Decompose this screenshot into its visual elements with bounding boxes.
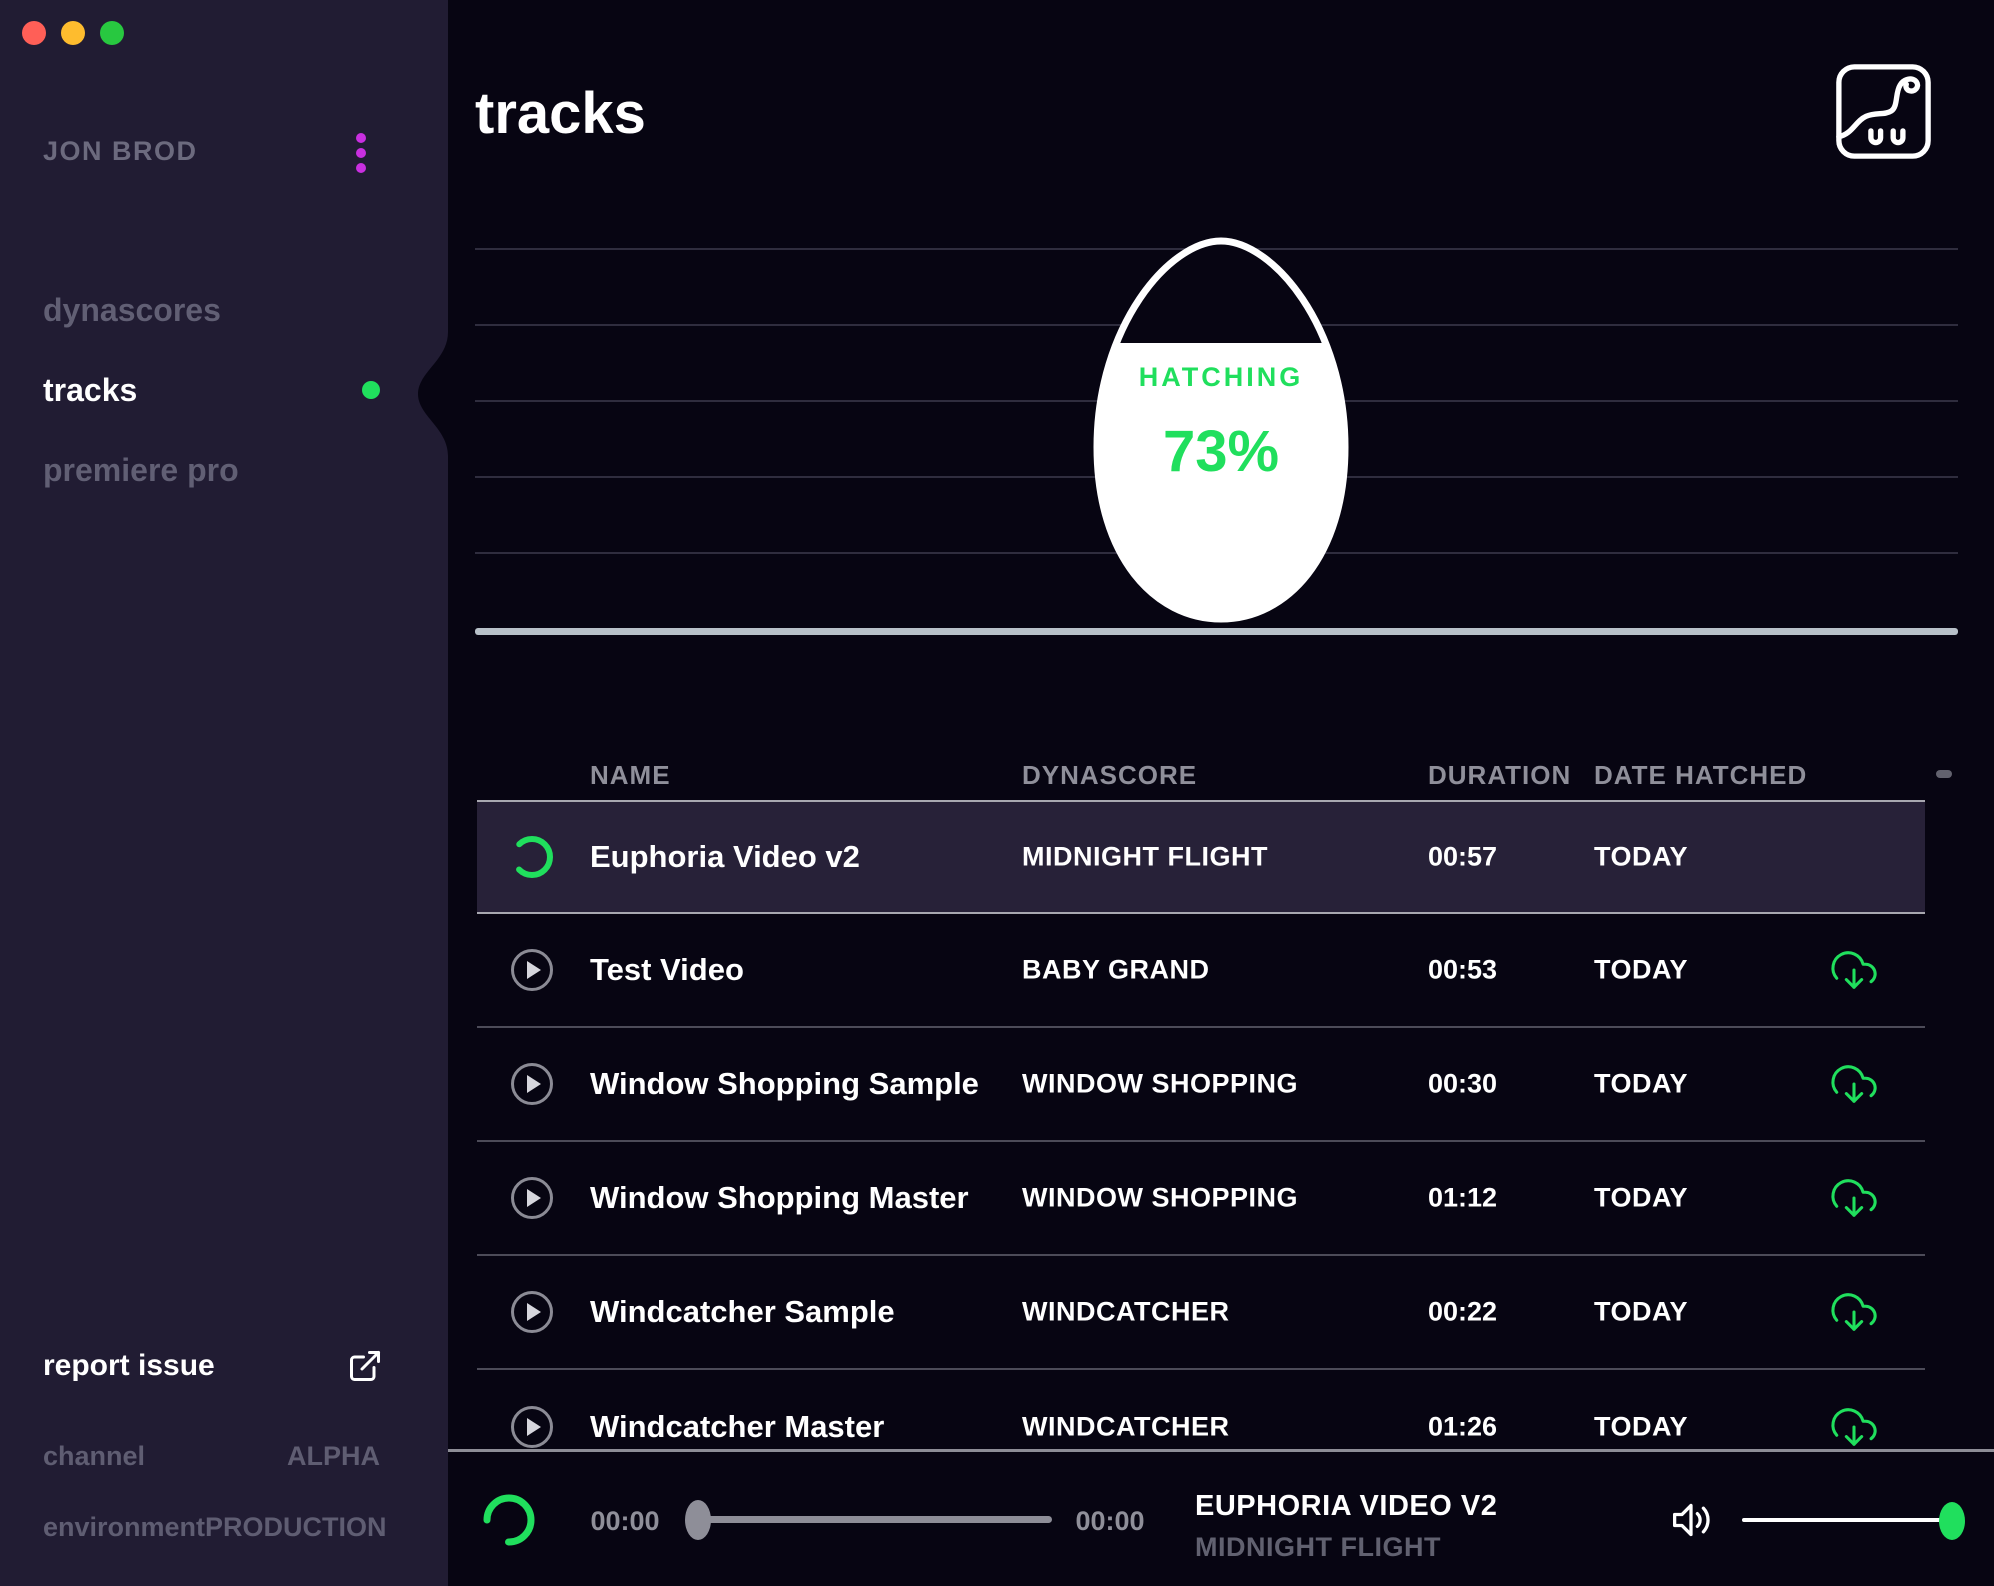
external-link-icon xyxy=(350,1351,380,1381)
track-duration: 00:30 xyxy=(1428,1068,1498,1099)
download-cloud-icon[interactable] xyxy=(1830,947,1878,993)
environment-row: environment PRODUCTION xyxy=(43,1509,387,1545)
dinosaur-logo-button[interactable] xyxy=(1835,63,1932,160)
close-window-button[interactable] xyxy=(22,21,46,45)
track-name: Windcatcher Master xyxy=(590,1409,885,1444)
play-icon[interactable] xyxy=(509,947,555,993)
table-row[interactable]: Window Shopping Master WINDOW SHOPPING 0… xyxy=(477,1142,1925,1256)
minimize-window-button[interactable] xyxy=(61,21,85,45)
zoom-window-button[interactable] xyxy=(100,21,124,45)
spinner-icon xyxy=(511,836,553,878)
track-name: Window Shopping Master xyxy=(590,1180,969,1215)
download-cloud-icon[interactable] xyxy=(1830,1404,1878,1449)
user-name: JON BROD xyxy=(43,136,198,166)
download-cloud-icon[interactable] xyxy=(1830,1289,1878,1335)
track-dynascore: WINDCATCHER xyxy=(1022,1296,1230,1327)
kebab-menu-icon[interactable] xyxy=(349,131,373,175)
sidebar-item-dynascores[interactable]: dynascores xyxy=(0,270,448,350)
column-header-name: NAME xyxy=(590,760,671,790)
download-cloud-icon[interactable] xyxy=(1830,1175,1878,1221)
sidebar-nav: dynascores tracks premiere pro xyxy=(0,270,448,510)
hatching-egg-icon xyxy=(1093,237,1349,623)
window-controls xyxy=(22,21,124,45)
play-icon[interactable] xyxy=(509,1404,555,1449)
total-time: 00:00 xyxy=(1075,1506,1145,1536)
track-duration: 00:53 xyxy=(1428,954,1498,985)
main-content: tracks HATCHING 73% xyxy=(448,0,1994,1586)
track-name: Test Video xyxy=(590,952,744,987)
progress-track[interactable] xyxy=(703,1516,1052,1523)
track-duration: 01:26 xyxy=(1428,1411,1498,1442)
nav-label-tracks: tracks xyxy=(43,371,138,408)
track-dynascore: WINDOW SHOPPING xyxy=(1022,1182,1298,1213)
table-header: NAME DYNASCORE DURATION DATE HATCHED xyxy=(448,752,1994,800)
speaker-icon[interactable] xyxy=(1669,1500,1713,1540)
sidebar-item-tracks[interactable]: tracks xyxy=(0,350,448,430)
hatching-percent: 73% xyxy=(1162,419,1280,484)
user-account-row: JON BROD xyxy=(43,133,373,173)
report-issue-button[interactable]: report issue xyxy=(43,1344,383,1388)
column-header-date-hatched: DATE HATCHED xyxy=(1594,760,1808,790)
report-issue-label: report issue xyxy=(43,1349,215,1382)
download-cloud-icon[interactable] xyxy=(1830,1061,1878,1107)
active-nav-dot-icon xyxy=(362,381,380,399)
track-date-hatched: TODAY xyxy=(1594,841,1689,872)
page-title: tracks xyxy=(475,81,646,146)
play-icon[interactable] xyxy=(509,1289,555,1335)
track-duration: 01:12 xyxy=(1428,1182,1498,1213)
active-item-notch xyxy=(418,332,448,456)
track-dynascore: BABY GRAND xyxy=(1022,954,1210,985)
environment-value: PRODUCTION xyxy=(205,1511,387,1542)
elapsed-time: 00:00 xyxy=(590,1506,660,1536)
section-divider xyxy=(475,628,1958,635)
table-row[interactable]: Windcatcher Master WINDCATCHER 01:26 TOD… xyxy=(477,1370,1925,1449)
channel-value: ALPHA xyxy=(287,1440,380,1471)
sidebar-item-premiere-pro[interactable]: premiere pro xyxy=(0,430,448,510)
column-header-dynascore: DYNASCORE xyxy=(1022,760,1198,790)
play-icon[interactable] xyxy=(509,1061,555,1107)
spinner-icon xyxy=(483,1494,535,1546)
track-dynascore: WINDCATCHER xyxy=(1022,1411,1230,1442)
now-playing-subtitle: MIDNIGHT FLIGHT xyxy=(1195,1532,1441,1562)
sidebar: JON BROD dynascores tracks premiere pro … xyxy=(0,0,448,1586)
play-icon[interactable] xyxy=(509,1175,555,1221)
channel-row: channel ALPHA xyxy=(43,1438,380,1474)
volume-handle[interactable] xyxy=(1939,1502,1965,1540)
track-dynascore: WINDOW SHOPPING xyxy=(1022,1068,1298,1099)
nav-label-dynascores: dynascores xyxy=(43,291,221,328)
track-date-hatched: TODAY xyxy=(1594,954,1689,985)
column-options-dash-icon xyxy=(1936,770,1952,778)
tracks-table: NAME DYNASCORE DURATION DATE HATCHED Eup… xyxy=(448,752,1994,1449)
track-date-hatched: TODAY xyxy=(1594,1182,1689,1213)
volume-track[interactable] xyxy=(1742,1518,1955,1522)
environment-label: environment xyxy=(43,1511,206,1542)
track-name: Window Shopping Sample xyxy=(590,1066,979,1101)
hatching-status-label: HATCHING xyxy=(1138,362,1304,392)
player-bar: 00:00 00:00 EUPHORIA VIDEO V2 MIDNIGHT F… xyxy=(448,1449,1994,1586)
track-duration: 00:22 xyxy=(1428,1296,1498,1327)
table-row[interactable]: Window Shopping Sample WINDOW SHOPPING 0… xyxy=(477,1028,1925,1142)
track-name: Windcatcher Sample xyxy=(590,1294,895,1329)
dinosaur-icon xyxy=(1836,64,1931,159)
column-header-duration: DURATION xyxy=(1428,760,1572,790)
track-duration: 00:57 xyxy=(1428,841,1498,872)
table-row[interactable]: Windcatcher Sample WINDCATCHER 00:22 TOD… xyxy=(477,1256,1925,1370)
track-date-hatched: TODAY xyxy=(1594,1068,1689,1099)
track-date-hatched: TODAY xyxy=(1594,1411,1689,1442)
channel-label: channel xyxy=(43,1440,146,1471)
nav-label-premiere-pro: premiere pro xyxy=(43,451,239,488)
now-playing-title: EUPHORIA VIDEO V2 xyxy=(1195,1490,1498,1522)
track-dynascore: MIDNIGHT FLIGHT xyxy=(1022,841,1268,872)
track-name: Euphoria Video v2 xyxy=(590,839,860,874)
table-row[interactable]: Euphoria Video v2 MIDNIGHT FLIGHT 00:57 … xyxy=(477,800,1925,914)
track-date-hatched: TODAY xyxy=(1594,1296,1689,1327)
table-row[interactable]: Test Video BABY GRAND 00:53 TODAY xyxy=(477,914,1925,1028)
